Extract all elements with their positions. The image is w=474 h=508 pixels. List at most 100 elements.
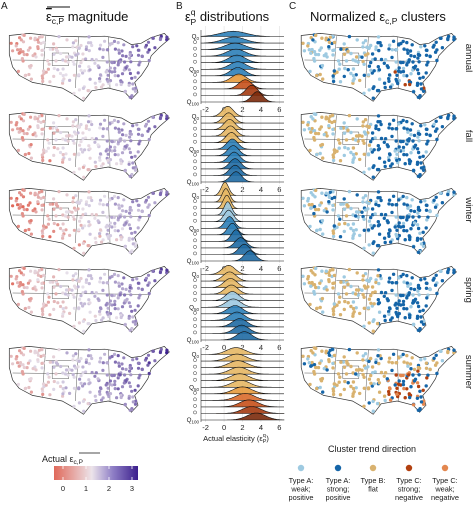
station-point <box>376 196 380 200</box>
panel-b-ridge-spring-q30 <box>201 284 284 295</box>
panel-b-quantile-marker <box>193 231 197 236</box>
station-point <box>371 241 375 246</box>
station-point <box>39 354 43 358</box>
station-point <box>123 403 127 407</box>
station-point <box>79 147 83 151</box>
station-point <box>44 149 48 153</box>
station-point <box>151 349 155 353</box>
station-point <box>369 60 373 65</box>
station-point <box>117 203 121 207</box>
station-point <box>382 236 387 240</box>
panel-a-map-fall <box>8 111 170 181</box>
station-point <box>59 364 63 369</box>
station-point <box>83 382 87 386</box>
station-point <box>23 229 27 233</box>
panel-b-ridge-fall-q0 <box>201 105 284 117</box>
station-point <box>358 78 362 83</box>
station-point <box>42 72 46 76</box>
station-point <box>387 122 392 126</box>
station-point <box>402 360 406 364</box>
station-point <box>407 293 411 297</box>
station-point <box>387 234 391 238</box>
station-point <box>16 69 20 73</box>
station-point <box>346 68 350 72</box>
station-point <box>87 378 91 382</box>
station-point <box>428 133 432 138</box>
panel-b-ridge-winter-q40 <box>201 209 284 222</box>
station-point <box>81 52 85 56</box>
station-point <box>89 120 93 124</box>
panel-b-quantile-marker <box>193 72 197 77</box>
station-point <box>383 213 388 217</box>
station-point <box>395 158 399 162</box>
station-point <box>120 227 125 231</box>
station-point <box>308 224 312 229</box>
station-point <box>382 160 387 164</box>
station-point <box>411 403 416 407</box>
station-point <box>101 316 105 320</box>
station-point <box>452 116 456 121</box>
station-point <box>418 389 422 393</box>
station-point <box>128 286 132 290</box>
station-point <box>40 387 44 391</box>
station-point <box>407 215 411 219</box>
station-point <box>383 398 387 403</box>
station-point <box>438 36 443 40</box>
station-point <box>116 120 120 124</box>
station-point <box>136 71 140 75</box>
station-point <box>382 140 386 144</box>
station-point <box>61 67 65 71</box>
station-point <box>374 124 378 128</box>
station-point <box>390 288 394 293</box>
station-point <box>151 269 155 273</box>
station-point <box>338 235 343 239</box>
station-point <box>133 75 137 79</box>
station-point <box>136 286 141 290</box>
station-point <box>341 202 345 206</box>
station-point <box>331 153 335 157</box>
station-point <box>419 161 423 165</box>
station-point <box>106 306 110 310</box>
station-point <box>81 304 85 308</box>
station-point <box>416 289 420 293</box>
station-point <box>440 201 445 205</box>
station-point <box>336 138 341 142</box>
panel-b-ridge-fall-q50 <box>201 138 284 150</box>
station-point <box>416 285 421 290</box>
station-point <box>390 127 394 131</box>
station-point <box>106 79 110 83</box>
panel-b-quantile-marker <box>193 245 197 249</box>
station-point <box>307 281 311 285</box>
station-point <box>327 200 331 204</box>
station-point <box>29 390 33 394</box>
station-point <box>128 328 132 332</box>
station-point <box>138 60 142 64</box>
station-point <box>328 268 332 272</box>
station-point <box>354 228 358 232</box>
station-point <box>94 85 98 90</box>
station-point <box>375 401 380 406</box>
station-point <box>354 55 359 59</box>
station-point <box>387 228 392 232</box>
station-point <box>338 217 342 221</box>
station-point <box>112 118 117 122</box>
station-point <box>342 355 346 359</box>
station-point <box>309 284 313 288</box>
station-point <box>56 147 60 151</box>
panel-a-legend-title: Actual εc,P <box>42 454 83 466</box>
station-point <box>106 281 110 285</box>
station-point <box>342 197 346 201</box>
station-point <box>355 117 359 121</box>
station-point <box>61 392 65 396</box>
panel-b-quantile-marker <box>193 278 197 282</box>
station-point <box>46 214 50 218</box>
station-point <box>70 134 74 138</box>
quantile-number: 0 <box>196 274 199 279</box>
station-point <box>96 219 100 223</box>
station-point <box>376 120 380 124</box>
station-point <box>309 206 313 210</box>
station-point <box>70 210 74 214</box>
station-point <box>405 273 409 278</box>
station-point <box>387 155 391 160</box>
